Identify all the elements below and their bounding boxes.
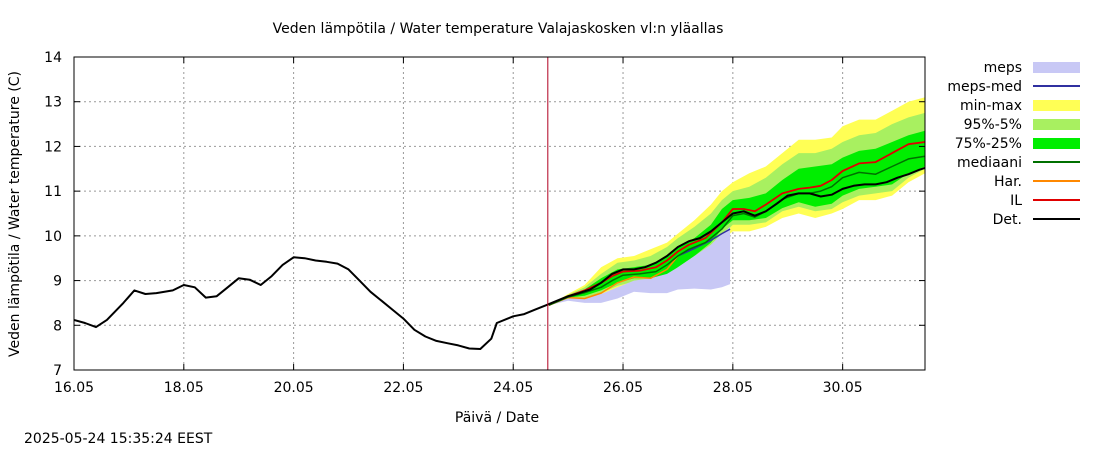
x-axis-label: Päivä / Date [455, 410, 539, 426]
series-il-line [548, 141, 926, 307]
x-tick-label: 30.05 [823, 380, 863, 396]
y-tick-label: 8 [53, 318, 62, 334]
y-tick-label: 11 [44, 184, 62, 200]
y-tick-label: 9 [53, 274, 62, 290]
y-tick-label: 7 [53, 363, 62, 379]
legend-label-meps_med: meps-med [947, 79, 1022, 95]
chart-title: Veden lämpötila / Water temperature Vala… [273, 21, 724, 37]
x-tick-label: 18.05 [164, 380, 204, 396]
plot-frame [73, 56, 926, 371]
x-tick-label: 22.05 [383, 380, 423, 396]
legend-label-har: Har. [994, 174, 1022, 190]
legend-label-mediaani: mediaani [957, 155, 1022, 171]
legend-label-p95_5: 95%-5% [964, 117, 1022, 133]
legend: meps meps-med min-max 95%-5% 75%-25% mediaani… [947, 60, 1080, 228]
x-tick-label: 24.05 [493, 380, 533, 396]
x-axis: 16.05 18.05 20.05 22.05 24.05 26.05 28.05 30.05 [54, 57, 863, 396]
legend-swatch-p95_5 [1033, 119, 1080, 130]
legend-swatch-p75_25 [1033, 138, 1080, 149]
legend-label-meps: meps [984, 60, 1022, 76]
timestamp: 2025-05-24 15:35:24 EEST [24, 431, 213, 447]
y-tick-label: 12 [44, 139, 62, 155]
legend-label-il: IL [1010, 193, 1022, 209]
legend-label-min_max: min-max [960, 98, 1022, 114]
x-tick-label: 16.05 [54, 380, 94, 396]
legend-swatch-meps [1033, 62, 1080, 73]
band-75-25 [548, 130, 925, 306]
y-axis: 7 8 9 10 11 12 13 14 [44, 50, 925, 379]
y-tick-label: 10 [44, 229, 62, 245]
series-har-line [548, 255, 679, 306]
bands [548, 97, 925, 306]
legend-label-p75_25: 75%-25% [955, 136, 1022, 152]
band-meps [548, 226, 731, 306]
x-tick-label: 20.05 [274, 380, 314, 396]
lines [73, 141, 926, 350]
series-mediaani-line [548, 155, 926, 306]
x-tick-label: 26.05 [603, 380, 643, 396]
legend-swatch-min_max [1033, 100, 1080, 111]
series-det-line [73, 166, 926, 350]
series-meps-med-line [677, 228, 731, 257]
grid [74, 57, 925, 370]
y-tick-label: 14 [44, 50, 62, 66]
y-tick-label: 13 [44, 95, 62, 111]
y-axis-label: Veden lämpötila / Water temperature (C) [7, 71, 23, 357]
legend-label-det: Det. [993, 212, 1022, 228]
x-tick-label: 28.05 [713, 380, 753, 396]
